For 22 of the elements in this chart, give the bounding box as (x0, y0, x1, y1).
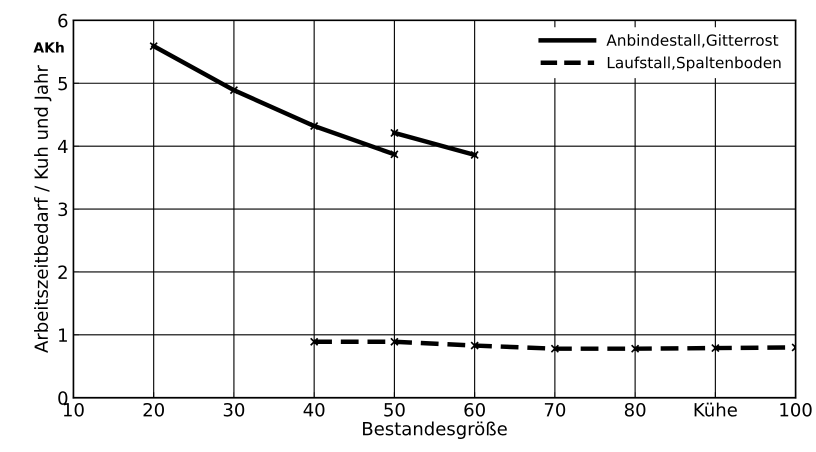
x-tick-label: 70 (544, 402, 566, 417)
x-tick-label: 10 (64, 402, 84, 417)
y-tick-label: 3 (58, 202, 68, 216)
legend-label: Laufstall,Spaltenboden (608, 56, 781, 72)
x-tick-label: 80 (624, 402, 646, 417)
y-tick-label: 2 (58, 265, 67, 279)
x-axis-title: Bestandesgröße (363, 421, 507, 439)
text: AKh (33, 42, 64, 52)
y-tick-label: 1 (59, 328, 67, 342)
x-tick-label: Kühe (694, 402, 737, 417)
y-axis-title: Arbeitszeitbedarf / Kuh und Jahr (34, 65, 52, 353)
x-tick-label: 30 (224, 402, 244, 417)
legend-label: Anbindestall,Gitterrost (606, 34, 778, 48)
y-tick-label: 4 (58, 140, 68, 154)
x-tick-label: 60 (464, 402, 485, 417)
x-tick-label: 50 (384, 402, 405, 417)
x-tick-label: 100 (780, 402, 812, 417)
y-tick-label: 6 (58, 14, 68, 28)
x-tick-label: 20 (144, 402, 164, 417)
x-tick-label: 40 (304, 402, 324, 417)
y-tick-label: 0 (58, 391, 68, 405)
y-tick-label: 5 (58, 76, 67, 90)
